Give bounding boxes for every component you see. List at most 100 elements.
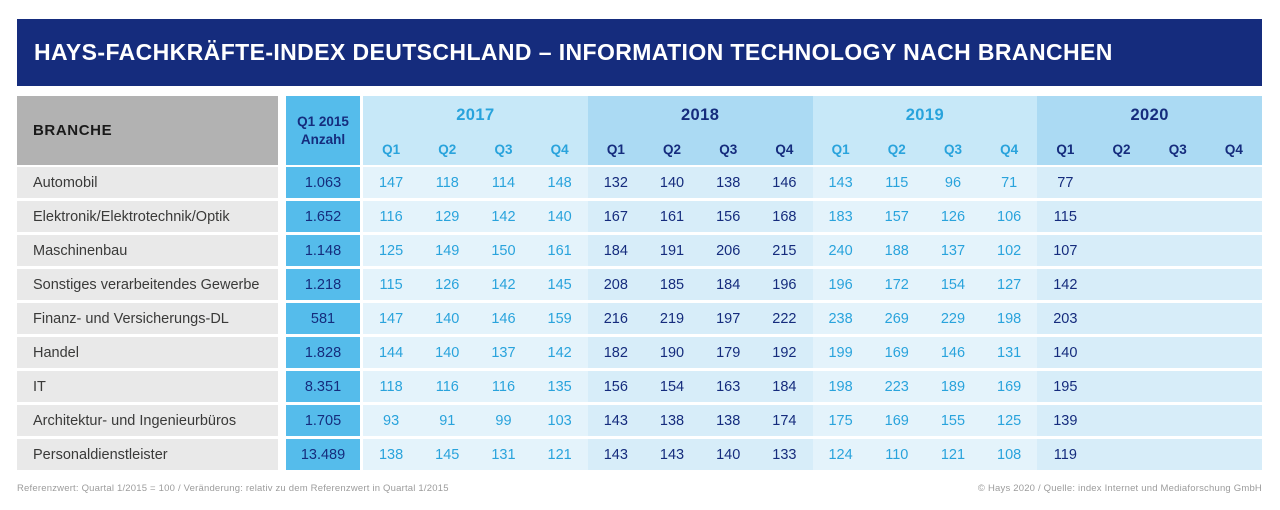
index-value: [1150, 167, 1206, 198]
year-group-cells: 142: [1037, 269, 1262, 300]
index-table: BRANCHE Q1 2015 Anzahl 2017 Q1 Q2 Q3 Q4 …: [17, 96, 1262, 473]
index-value: 115: [885, 174, 909, 191]
year-group-cells: 77: [1037, 167, 1262, 198]
index-value: 125: [997, 412, 1022, 429]
branch-name: Architektur- und Ingenieurbüros: [17, 405, 278, 436]
index-value: 138: [378, 446, 404, 463]
index-value: [1093, 439, 1149, 470]
index-value: 115: [379, 276, 403, 293]
index-value: 116: [435, 378, 459, 395]
column-gap: [360, 167, 363, 198]
index-value: 215: [772, 242, 797, 259]
index-value: 140: [716, 446, 741, 463]
year-group-cells: 139: [1037, 405, 1262, 436]
branch-name: Personaldienstleister: [17, 439, 278, 470]
quarter-label: Q3: [494, 142, 513, 157]
index-value: 148: [547, 174, 572, 191]
index-value: [1150, 405, 1206, 436]
index-value: [1206, 269, 1262, 300]
year-group-cells: 216 219 197 222: [587, 303, 813, 334]
quarter-label: Q4: [550, 142, 569, 157]
index-value: 223: [884, 378, 909, 395]
index-value: 149: [435, 242, 460, 259]
column-gap: [360, 337, 363, 368]
index-value: 156: [716, 208, 741, 225]
year-group-cells: 182 190 179 192: [587, 337, 813, 368]
column-gap: [278, 96, 286, 165]
index-value: 163: [716, 378, 741, 395]
index-value: 131: [997, 344, 1022, 361]
index-value: 91: [439, 412, 456, 429]
column-header-anzahl: Q1 2015 Anzahl: [286, 96, 360, 165]
index-value: 147: [378, 310, 404, 327]
index-value: 222: [772, 310, 797, 327]
year-group-cells: 115 126 142 145: [363, 269, 588, 300]
year-group-cells: 208 185 184 196: [587, 269, 813, 300]
index-value: 132: [603, 174, 628, 191]
index-value: 156: [603, 378, 628, 395]
year-group-cells: 147 140 146 159: [363, 303, 588, 334]
column-gap: [360, 235, 363, 266]
index-value: 190: [659, 344, 685, 361]
anzahl-header-line2: Anzahl: [300, 131, 346, 147]
index-value: 169: [884, 344, 909, 361]
index-value: 138: [716, 174, 741, 191]
index-value: [1093, 405, 1149, 436]
quarter-label: Q2: [887, 142, 906, 157]
index-value: 108: [997, 446, 1022, 463]
index-value: 133: [772, 446, 797, 463]
index-value: 195: [1053, 378, 1078, 395]
index-value: [1206, 405, 1262, 436]
year-group-cells: 198 223 189 169: [812, 371, 1038, 402]
index-value: [1093, 269, 1149, 300]
index-value: 155: [940, 412, 966, 429]
index-value: 137: [491, 344, 516, 361]
index-value: 119: [1053, 446, 1077, 463]
index-value: 229: [940, 310, 966, 327]
index-value: 143: [603, 412, 628, 429]
index-value: 219: [659, 310, 685, 327]
year-label: 2019: [905, 105, 945, 124]
anzahl-value: 13.489: [286, 439, 360, 470]
index-value: 188: [884, 242, 909, 259]
index-value: 203: [1053, 310, 1078, 327]
index-value: 143: [603, 446, 628, 463]
index-value: 145: [435, 446, 460, 463]
column-header-branche: BRANCHE: [17, 96, 278, 165]
index-value: [1150, 269, 1206, 300]
index-value: 137: [940, 242, 966, 259]
year-group-cells: 195: [1037, 371, 1262, 402]
index-value: 103: [547, 412, 572, 429]
quarter-label: Q1: [1056, 142, 1075, 157]
index-value: 118: [379, 378, 403, 395]
index-value: 161: [659, 208, 685, 225]
year-group-cells: 140: [1037, 337, 1262, 368]
index-value: 142: [1053, 276, 1078, 293]
branch-name: Handel: [17, 337, 278, 368]
table-row: Elektronik/Elektrotechnik/Optik 1.652 116 1…: [17, 201, 1262, 232]
column-gap: [360, 303, 363, 334]
index-value: 174: [772, 412, 797, 429]
year-group-cells: 196 172 154 127: [812, 269, 1038, 300]
column-gap: [360, 371, 363, 402]
year-group-header-2018: 2018 Q1 Q2 Q3 Q4: [587, 96, 813, 165]
year-group-cells: 107: [1037, 235, 1262, 266]
year-label: 2018: [680, 105, 720, 124]
index-value: 143: [659, 446, 685, 463]
index-value: 182: [603, 344, 628, 361]
branch-name: Elektronik/Elektrotechnik/Optik: [17, 201, 278, 232]
index-value: 191: [659, 242, 685, 259]
index-value: 96: [944, 174, 962, 191]
branch-name: IT: [17, 371, 278, 402]
quarter-label: Q4: [1224, 142, 1243, 157]
quarter-label: Q3: [719, 142, 738, 157]
footnote-source: © Hays 2020 / Quelle: index Internet und…: [977, 483, 1262, 494]
index-value: 138: [716, 412, 741, 429]
quarter-label: Q2: [663, 142, 682, 157]
index-value: 196: [772, 276, 797, 293]
year-group-cells: 203: [1037, 303, 1262, 334]
index-value: 71: [1001, 174, 1018, 191]
index-value: 102: [997, 242, 1022, 259]
quarter-label: Q1: [831, 142, 850, 157]
column-gap: [360, 405, 363, 436]
